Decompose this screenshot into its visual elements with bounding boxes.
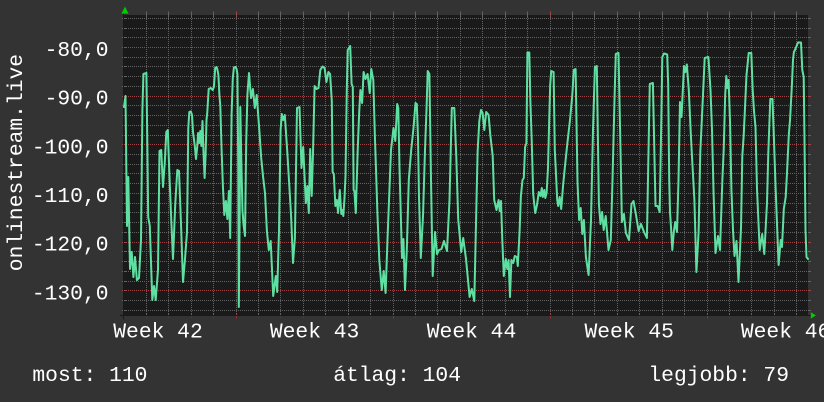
svg-text:-100,0: -100,0 — [32, 136, 109, 160]
svg-text:onlinestream.live: onlinestream.live — [5, 54, 29, 271]
svg-text:Week 42: Week 42 — [113, 321, 202, 345]
svg-text:legjobb: 79: legjobb: 79 — [648, 364, 789, 388]
svg-text:Week 45: Week 45 — [584, 321, 673, 345]
svg-text:-90,0: -90,0 — [45, 88, 109, 112]
svg-text:-130,0: -130,0 — [32, 282, 109, 306]
svg-text:Week 44: Week 44 — [427, 321, 516, 345]
svg-text:-80,0: -80,0 — [45, 39, 109, 63]
svg-text:átlag: 104: átlag: 104 — [333, 364, 461, 388]
svg-text:Week 46: Week 46 — [741, 321, 824, 345]
svg-text:-120,0: -120,0 — [32, 234, 109, 258]
svg-text:-110,0: -110,0 — [32, 185, 109, 209]
svg-text:most: 110: most: 110 — [32, 364, 147, 388]
svg-text:Week 43: Week 43 — [270, 321, 359, 345]
